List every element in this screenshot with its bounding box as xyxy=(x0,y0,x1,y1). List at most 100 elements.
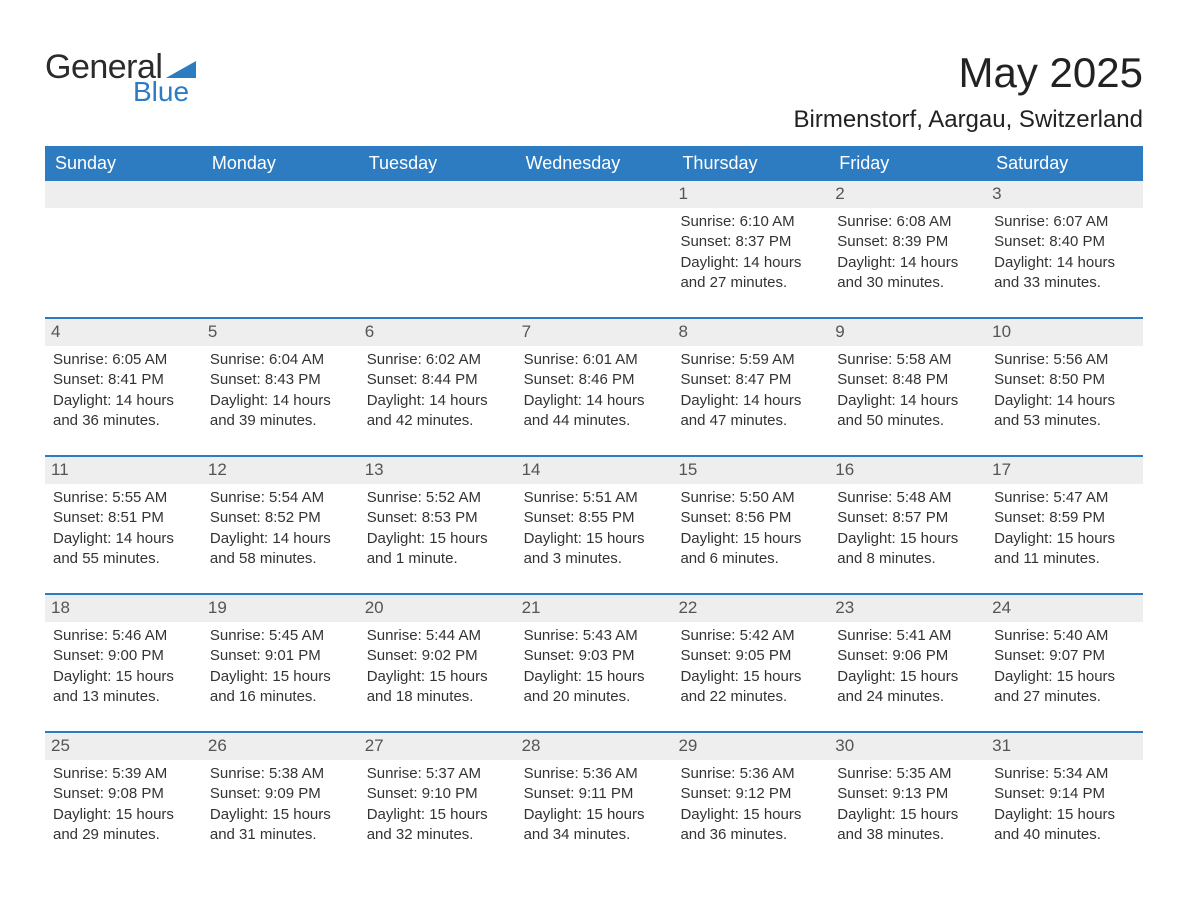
sunset-text: Sunset: 8:44 PM xyxy=(367,370,508,390)
day-number: 6 xyxy=(359,319,516,346)
sunrise-text: Sunrise: 5:36 AM xyxy=(524,764,665,784)
weeks-container: 1Sunrise: 6:10 AMSunset: 8:37 PMDaylight… xyxy=(45,181,1143,855)
daylight-text: Daylight: 15 hours and 8 minutes. xyxy=(837,529,978,570)
daylight-text: Daylight: 15 hours and 32 minutes. xyxy=(367,805,508,846)
day-number: 17 xyxy=(986,457,1143,484)
calendar-page: General Blue May 2025 Birmenstorf, Aarga… xyxy=(0,0,1188,895)
sunset-text: Sunset: 8:51 PM xyxy=(53,508,194,528)
day-number: 24 xyxy=(986,595,1143,622)
sunrise-text: Sunrise: 5:41 AM xyxy=(837,626,978,646)
location-text: Birmenstorf, Aargau, Switzerland xyxy=(794,106,1144,134)
day-cell: 21 Sunrise: 5:43 AMSunset: 9:03 PMDayligh… xyxy=(516,595,673,717)
day-number: 5 xyxy=(202,319,359,346)
daylight-text: Daylight: 15 hours and 36 minutes. xyxy=(680,805,821,846)
sunset-text: Sunset: 9:10 PM xyxy=(367,784,508,804)
sunrise-text: Sunrise: 6:10 AM xyxy=(680,212,821,232)
day-number: 18 xyxy=(45,595,202,622)
day-number: 21 xyxy=(516,595,673,622)
day-number: 27 xyxy=(359,733,516,760)
daylight-text: Daylight: 15 hours and 6 minutes. xyxy=(680,529,821,570)
weekday-header: Tuesday xyxy=(359,146,516,181)
day-cell: 2Sunrise: 6:08 AMSunset: 8:39 PMDaylight… xyxy=(829,181,986,303)
logo-text-blue: Blue xyxy=(133,78,189,106)
day-cell: 23Sunrise: 5:41 AMSunset: 9:06 PMDayligh… xyxy=(829,595,986,717)
day-number: 11 xyxy=(45,457,202,484)
daylight-text: Daylight: 14 hours and 44 minutes. xyxy=(524,391,665,432)
sunset-text: Sunset: 9:12 PM xyxy=(680,784,821,804)
day-number: 9 xyxy=(829,319,986,346)
sunset-text: Sunset: 9:01 PM xyxy=(210,646,351,666)
weekday-header: Sunday xyxy=(45,146,202,181)
day-number: 2 xyxy=(829,181,986,208)
sunrise-text: Sunrise: 5:43 AM xyxy=(524,626,665,646)
sunset-text: Sunset: 8:37 PM xyxy=(680,232,821,252)
day-number: 7 xyxy=(516,319,673,346)
daylight-text: Daylight: 14 hours and 27 minutes. xyxy=(680,253,821,294)
month-title: May 2025 xyxy=(794,50,1144,96)
daylight-text: Daylight: 15 hours and 1 minute. xyxy=(367,529,508,570)
sunrise-text: Sunrise: 5:36 AM xyxy=(680,764,821,784)
day-number: 13 xyxy=(359,457,516,484)
weekday-header: Saturday xyxy=(986,146,1143,181)
sunset-text: Sunset: 8:40 PM xyxy=(994,232,1135,252)
daylight-text: Daylight: 14 hours and 36 minutes. xyxy=(53,391,194,432)
day-cell: 18Sunrise: 5:46 AMSunset: 9:00 PMDayligh… xyxy=(45,595,202,717)
daylight-text: Daylight: 15 hours and 11 minutes. xyxy=(994,529,1135,570)
sunrise-text: Sunrise: 5:42 AM xyxy=(680,626,821,646)
weekday-header: Monday xyxy=(202,146,359,181)
day-number: 25 xyxy=(45,733,202,760)
day-number: 20 xyxy=(359,595,516,622)
day-number: 26 xyxy=(202,733,359,760)
day-cell: 27Sunrise: 5:37 AMSunset: 9:10 PMDayligh… xyxy=(359,733,516,855)
daylight-text: Daylight: 15 hours and 24 minutes. xyxy=(837,667,978,708)
sunset-text: Sunset: 9:07 PM xyxy=(994,646,1135,666)
daylight-text: Daylight: 15 hours and 3 minutes. xyxy=(524,529,665,570)
sunset-text: Sunset: 9:02 PM xyxy=(367,646,508,666)
day-number: 23 xyxy=(829,595,986,622)
day-number: 4 xyxy=(45,319,202,346)
sunrise-text: Sunrise: 6:05 AM xyxy=(53,350,194,370)
day-cell: 28Sunrise: 5:36 AMSunset: 9:11 PMDayligh… xyxy=(516,733,673,855)
title-block: May 2025 Birmenstorf, Aargau, Switzerlan… xyxy=(794,50,1144,134)
daylight-text: Daylight: 15 hours and 31 minutes. xyxy=(210,805,351,846)
sunrise-text: Sunrise: 5:46 AM xyxy=(53,626,194,646)
day-number: 8 xyxy=(672,319,829,346)
sunrise-text: Sunrise: 6:08 AM xyxy=(837,212,978,232)
day-number: 22 xyxy=(672,595,829,622)
sunset-text: Sunset: 8:55 PM xyxy=(524,508,665,528)
day-cell xyxy=(516,181,673,303)
sunset-text: Sunset: 8:59 PM xyxy=(994,508,1135,528)
daylight-text: Daylight: 15 hours and 20 minutes. xyxy=(524,667,665,708)
sunset-text: Sunset: 8:50 PM xyxy=(994,370,1135,390)
day-number: 1 xyxy=(672,181,829,208)
sunrise-text: Sunrise: 6:04 AM xyxy=(210,350,351,370)
daylight-text: Daylight: 14 hours and 50 minutes. xyxy=(837,391,978,432)
page-header: General Blue May 2025 Birmenstorf, Aarga… xyxy=(45,50,1143,134)
day-cell: 9Sunrise: 5:58 AMSunset: 8:48 PMDaylight… xyxy=(829,319,986,441)
sunset-text: Sunset: 9:03 PM xyxy=(524,646,665,666)
day-cell: 19Sunrise: 5:45 AMSunset: 9:01 PMDayligh… xyxy=(202,595,359,717)
day-number: 10 xyxy=(986,319,1143,346)
day-cell xyxy=(45,181,202,303)
sunset-text: Sunset: 8:43 PM xyxy=(210,370,351,390)
sunrise-text: Sunrise: 5:39 AM xyxy=(53,764,194,784)
sunrise-text: Sunrise: 5:59 AM xyxy=(680,350,821,370)
sunrise-text: Sunrise: 5:52 AM xyxy=(367,488,508,508)
day-number: 16 xyxy=(829,457,986,484)
day-number: 3 xyxy=(986,181,1143,208)
day-cell: 13Sunrise: 5:52 AMSunset: 8:53 PMDayligh… xyxy=(359,457,516,579)
day-cell: 1 Sunrise: 6:10 AMSunset: 8:37 PMDaylight… xyxy=(672,181,829,303)
sunrise-text: Sunrise: 5:45 AM xyxy=(210,626,351,646)
daylight-text: Daylight: 15 hours and 29 minutes. xyxy=(53,805,194,846)
week-row: 1 Sunrise: 6:10 AMSunset: 8:37 PMDaylight… xyxy=(45,181,1143,303)
sunrise-text: Sunrise: 5:50 AM xyxy=(680,488,821,508)
sunset-text: Sunset: 8:52 PM xyxy=(210,508,351,528)
sunset-text: Sunset: 9:09 PM xyxy=(210,784,351,804)
daylight-text: Daylight: 15 hours and 34 minutes. xyxy=(524,805,665,846)
sunset-text: Sunset: 9:05 PM xyxy=(680,646,821,666)
sunset-text: Sunset: 9:14 PM xyxy=(994,784,1135,804)
sunset-text: Sunset: 8:57 PM xyxy=(837,508,978,528)
week-row: 11Sunrise: 5:55 AMSunset: 8:51 PMDayligh… xyxy=(45,455,1143,579)
daylight-text: Daylight: 14 hours and 42 minutes. xyxy=(367,391,508,432)
day-number: 29 xyxy=(672,733,829,760)
